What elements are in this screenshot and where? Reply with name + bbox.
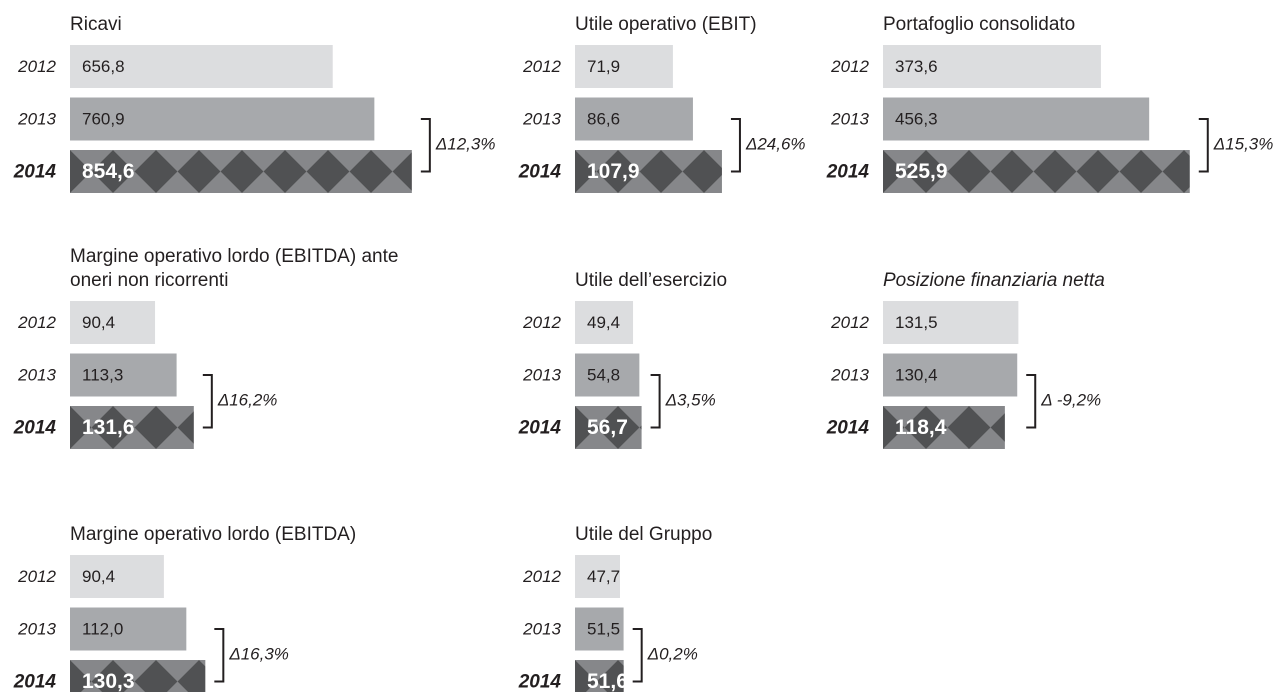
delta-bracket (420, 118, 431, 173)
delta-bracket (202, 374, 213, 429)
value-label: 113,3 (82, 365, 123, 384)
delta-label: Δ3,5% (665, 391, 716, 410)
bar (70, 301, 156, 344)
bar (575, 406, 642, 449)
value-label: 107,9 (587, 160, 640, 183)
year-label: 2013 (830, 365, 869, 384)
value-label: 760,9 (82, 109, 125, 128)
panel-title: Utile operativo (EBIT) (575, 14, 757, 35)
delta-label: Δ0,2% (647, 645, 698, 664)
value-label: 656,8 (82, 57, 125, 76)
bar (70, 353, 177, 397)
delta-bracket (650, 374, 661, 429)
bar (575, 555, 620, 598)
panel-title: Utile del Gruppo (575, 524, 713, 545)
value-label: 854,6 (82, 160, 135, 183)
year-label: 2013 (522, 365, 561, 384)
year-label: 2014 (13, 162, 57, 183)
bar (575, 607, 624, 651)
value-label: 90,4 (82, 567, 115, 586)
value-label: 130,4 (895, 365, 938, 384)
panel-title: Portafoglio consolidato (883, 14, 1076, 35)
value-label: 51,6 (587, 670, 628, 692)
delta-label: Δ15,3% (1213, 135, 1274, 154)
bar (70, 607, 187, 651)
bar (883, 353, 1018, 397)
bar (70, 97, 375, 141)
year-label: 2014 (518, 418, 562, 439)
year-label: 2012 (830, 57, 869, 76)
year-label: 2012 (830, 313, 869, 332)
value-label: 456,3 (895, 109, 938, 128)
bar (575, 45, 673, 88)
panel-title: Margine operativo lordo (EBITDA) (70, 524, 357, 545)
value-label: 112,0 (82, 619, 123, 638)
delta-bracket (730, 118, 741, 173)
delta-label: Δ24,6% (745, 135, 806, 154)
value-label: 86,6 (587, 109, 620, 128)
bar (883, 150, 1190, 193)
bar (70, 660, 206, 692)
value-label: 49,4 (587, 313, 620, 332)
panel-title: Posizione finanziaria netta (883, 270, 1105, 291)
year-label: 2013 (17, 365, 56, 384)
delta-label: Δ -9,2% (1040, 391, 1101, 410)
year-label: 2014 (826, 418, 870, 439)
year-label: 2014 (518, 672, 562, 692)
value-label: 131,6 (82, 416, 135, 439)
year-label: 2013 (830, 109, 869, 128)
year-label: 2013 (17, 109, 56, 128)
bar (575, 301, 634, 344)
bar (575, 97, 693, 141)
year-label: 2014 (13, 672, 57, 692)
bar (883, 45, 1101, 88)
year-label: 2013 (17, 619, 56, 638)
delta-label: Δ16,2% (217, 391, 278, 410)
year-label: 2013 (522, 619, 561, 638)
value-label: 71,9 (587, 57, 620, 76)
year-label: 2012 (522, 567, 561, 586)
delta-bracket (1026, 374, 1037, 429)
value-label: 54,8 (587, 365, 620, 384)
value-label: 131,5 (895, 313, 938, 332)
value-label: 130,3 (82, 670, 135, 692)
bar (70, 45, 333, 88)
value-label: 56,7 (587, 416, 628, 439)
panel-title: Ricavi (70, 14, 122, 35)
bar (70, 150, 412, 193)
panel-title: Utile dell’esercizio (575, 270, 728, 291)
bar (70, 555, 164, 598)
bar (883, 97, 1150, 141)
value-label: 47,7 (587, 567, 620, 586)
delta-label: Δ12,3% (435, 135, 496, 154)
bar (70, 406, 194, 449)
delta-bracket (1198, 118, 1209, 173)
year-label: 2014 (826, 162, 870, 183)
year-label: 2013 (522, 109, 561, 128)
year-label: 2012 (17, 57, 56, 76)
bar (883, 301, 1019, 344)
year-label: 2012 (522, 313, 561, 332)
value-label: 373,6 (895, 57, 938, 76)
value-label: 90,4 (82, 313, 115, 332)
year-label: 2012 (17, 567, 56, 586)
bar (575, 150, 722, 193)
bar (883, 406, 1005, 449)
bar (575, 660, 624, 692)
delta-label: Δ16,3% (228, 645, 289, 664)
year-label: 2012 (17, 313, 56, 332)
year-label: 2014 (13, 418, 57, 439)
value-label: 51,5 (587, 619, 620, 638)
panel-title: Margine operativo lordo (EBITDA) ante on… (70, 246, 399, 291)
year-label: 2014 (518, 162, 562, 183)
value-label: 118,4 (895, 416, 947, 439)
year-label: 2012 (522, 57, 561, 76)
value-label: 525,9 (895, 160, 948, 183)
delta-bracket (214, 628, 225, 683)
delta-bracket (632, 628, 643, 683)
bar (575, 353, 640, 397)
